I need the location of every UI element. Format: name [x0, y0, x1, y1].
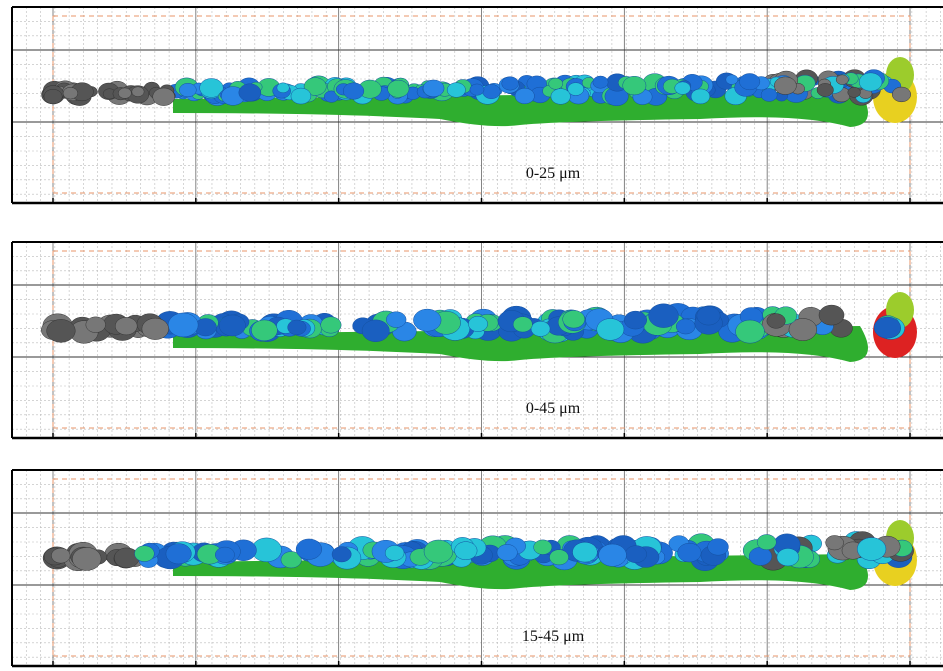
powder-particle: [135, 546, 155, 562]
powder-particle: [277, 83, 289, 93]
powder-particle: [424, 540, 453, 563]
powder-particle: [857, 538, 886, 561]
powder-particle: [757, 535, 776, 550]
powder-particle: [513, 317, 532, 332]
powder-particle: [549, 550, 568, 565]
powder-particle: [708, 539, 729, 556]
powder-particle: [51, 548, 70, 563]
powder-particle: [343, 83, 364, 100]
panel: 0-45 μm: [12, 242, 943, 438]
powder-particle: [623, 76, 646, 95]
panel-label: 0-45 μm: [526, 400, 581, 417]
powder-particle: [774, 77, 796, 95]
powder-particle: [819, 305, 844, 325]
panel: 0-25 μm: [12, 7, 943, 203]
powder-particle: [47, 319, 76, 342]
powder-particle: [332, 547, 351, 562]
powder-particle: [531, 321, 550, 336]
powder-particle: [321, 317, 341, 333]
powder-particle: [624, 311, 646, 329]
powder-particle: [413, 309, 441, 331]
powder-particle: [447, 83, 465, 98]
powder-particle: [515, 88, 534, 104]
powder-particle: [385, 545, 404, 560]
powder-particle: [826, 535, 844, 549]
powder-particle: [468, 316, 487, 331]
powder-particle: [291, 88, 311, 104]
powder-particle: [386, 312, 406, 328]
powder-particle: [777, 548, 799, 566]
panel: 15-45 μm: [12, 470, 943, 666]
powder-particle: [63, 87, 78, 99]
powder-particle: [482, 84, 500, 98]
powder-particle: [691, 89, 710, 104]
powder-particle: [362, 320, 389, 342]
melt-track: [43, 520, 917, 590]
powder-particle: [251, 320, 277, 341]
powder-particle: [179, 83, 196, 97]
powder-particle: [874, 317, 901, 338]
powder-particle: [288, 320, 306, 335]
powder-particle: [132, 87, 144, 97]
powder-particle: [166, 544, 191, 564]
powder-particle: [168, 313, 198, 337]
powder-particle: [676, 319, 695, 334]
powder-particle: [599, 544, 627, 566]
panel-label: 15-45 μm: [522, 628, 585, 645]
powder-particle: [549, 78, 563, 89]
powder-particle: [597, 319, 624, 341]
powder-particle: [563, 310, 585, 328]
powder-particle: [44, 89, 62, 104]
powder-particle: [215, 547, 234, 562]
powder-particle: [736, 320, 765, 343]
powder-particle: [86, 317, 106, 333]
powder-particle: [593, 76, 608, 88]
powder-particle: [572, 542, 597, 562]
powder-particle: [502, 77, 519, 91]
powder-particle: [848, 87, 861, 97]
powder-particle: [219, 315, 245, 336]
panel-label: 0-25 μm: [526, 165, 581, 182]
page: {"panels": [{"label": "0-25 μm"}, {"labe…: [0, 0, 943, 671]
powder-particle: [239, 84, 261, 102]
powder-particle: [675, 82, 691, 95]
powder-particle: [388, 80, 409, 97]
powder-particle: [649, 304, 679, 328]
powder-particle: [72, 547, 101, 570]
powder-particle: [817, 83, 833, 96]
melt-track: [41, 292, 917, 362]
powder-particle: [118, 88, 131, 99]
powder-particle: [859, 73, 882, 91]
powder-particle: [749, 547, 772, 565]
powder-particle: [836, 75, 848, 85]
powder-particle: [678, 543, 701, 562]
powder-particle: [423, 80, 444, 97]
powder-particle: [142, 318, 169, 339]
powder-particle: [767, 314, 785, 329]
powder-particle: [892, 87, 910, 102]
powder-particle: [761, 88, 777, 101]
powder-particle: [625, 546, 646, 563]
powder-particle: [115, 317, 137, 335]
powder-particle: [296, 539, 322, 560]
melt-track: [42, 57, 917, 127]
powder-particle: [739, 73, 759, 89]
powder-particle: [551, 89, 571, 105]
powder-particle: [534, 540, 552, 555]
powder-particle: [153, 88, 175, 106]
figure: 0-25 μm 0-45 μm 15-45 μm: [0, 0, 943, 671]
powder-particle: [497, 544, 517, 560]
powder-particle: [470, 84, 484, 95]
powder-particle: [697, 306, 720, 325]
powder-particle: [454, 542, 477, 560]
